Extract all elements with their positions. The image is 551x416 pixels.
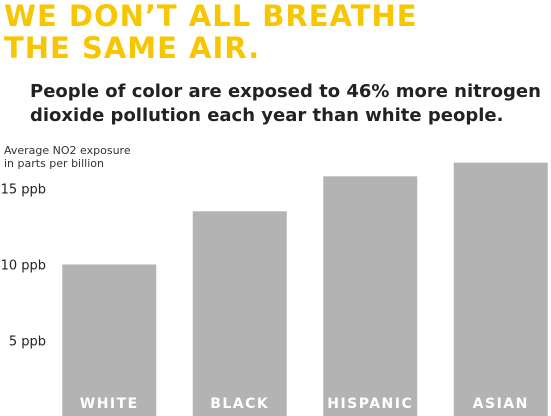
y-axis-label: Average NO2 exposure [4, 144, 131, 157]
x-tick-label: HISPANIC [327, 396, 413, 412]
y-tick-label: 10 ppb [1, 259, 46, 274]
x-tick-label: BLACK [210, 396, 269, 412]
y-tick-label: 5 ppb [9, 335, 46, 350]
y-axis-label: in parts per billion [4, 157, 104, 170]
bar [192, 211, 287, 416]
chart-subtitle: dioxide pollution each year than white p… [30, 105, 503, 126]
bar [453, 162, 548, 416]
bar [323, 176, 418, 416]
chart-title: WE DON’T ALL BREATHE [4, 0, 418, 33]
chart-subtitle: People of color are exposed to 46% more … [30, 81, 541, 102]
x-tick-label: WHITE [80, 396, 139, 412]
x-tick-label: ASIAN [473, 396, 529, 412]
chart-title: THE SAME AIR. [4, 31, 260, 65]
bar [62, 264, 157, 416]
y-tick-label: 15 ppb [1, 183, 46, 198]
